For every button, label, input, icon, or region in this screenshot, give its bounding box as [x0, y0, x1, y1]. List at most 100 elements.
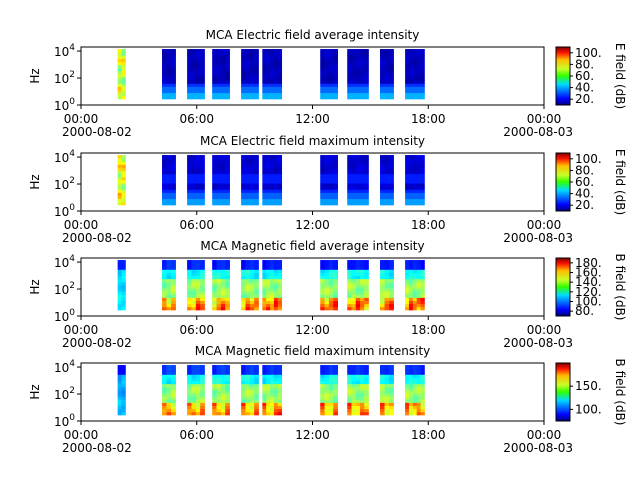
x-tick-label: 18:00 [411, 428, 446, 442]
x-tick-label: 06:00 [179, 218, 214, 232]
colorbar-tick-label: 180. [575, 256, 602, 270]
spectrogram-segment [187, 260, 205, 311]
y-tick-label: 102 [54, 281, 75, 297]
y-tick-label: 102 [54, 386, 75, 402]
x-date-label: 2000-08-03 [503, 125, 573, 139]
spectrogram-segment [380, 365, 394, 416]
chart-title: MCA Magnetic field maximum intensity [195, 344, 431, 358]
x-tick-label: 00:00 [527, 218, 562, 232]
spectrogram-segment [320, 49, 338, 100]
y-tick-label: 100 [54, 413, 75, 429]
spectrogram-segment [117, 365, 126, 416]
x-tick-label: 12:00 [295, 218, 330, 232]
spectrogram-segment [117, 260, 126, 311]
spectrogram-segment [162, 260, 176, 311]
colorbar-tick-label: 60. [575, 69, 594, 83]
x-tick-label: 00:00 [527, 428, 562, 442]
x-tick-label: 18:00 [411, 323, 446, 337]
spectrogram-segment [405, 365, 425, 416]
spectrogram-segment [405, 155, 425, 206]
colorbar-tick-label: 100. [575, 295, 602, 309]
spectrogram-segment [117, 49, 126, 100]
colorbar-gradient [555, 362, 571, 422]
spectrogram-segment [162, 155, 176, 206]
spectrogram-segment [241, 260, 259, 311]
spectrogram-segment [162, 365, 176, 416]
x-tick-label: 00:00 [64, 323, 99, 337]
spectrogram-segment [241, 155, 259, 206]
y-tick-label: 100 [54, 308, 75, 324]
y-tick-label: 104 [54, 149, 75, 165]
colorbar-tick-label: 160. [575, 266, 602, 280]
x-tick-label: 12:00 [295, 112, 330, 126]
spectrogram-segment [380, 49, 394, 100]
x-tick-label: 00:00 [527, 112, 562, 126]
y-tick-label: 104 [54, 43, 75, 59]
colorbar-label: E field (dB) [613, 43, 627, 109]
chart-title: MCA Electric field maximum intensity [200, 134, 425, 148]
panel-3: MCA Magnetic field average intensity Hz 10… [28, 239, 627, 350]
spectrogram-segment [241, 49, 259, 100]
spectrogram-segment [187, 49, 205, 100]
colorbar-tick-label: 120. [575, 285, 602, 299]
colorbar-tick-label: 80. [575, 304, 594, 318]
axes-frame [80, 46, 545, 106]
y-axis-label: Hz [28, 174, 42, 189]
colorbar: 80.100.120.140.160.180. B field (dB) [555, 254, 627, 320]
spectrogram-segment [347, 260, 369, 311]
y-axis-label: Hz [28, 279, 42, 294]
colorbar-gradient [555, 152, 571, 212]
spectrogram-segment [212, 365, 230, 416]
spectrogram-segment [262, 260, 283, 311]
x-date-label: 2000-08-02 [62, 125, 132, 139]
x-date-label: 2000-08-02 [62, 441, 132, 455]
panel-2: MCA Electric field maximum intensity Hz 10… [28, 134, 627, 245]
colorbar-tick-label: 100. [575, 46, 602, 60]
spectrogram-segment [347, 155, 369, 206]
colorbar-tick-label: 80. [575, 163, 594, 177]
colorbar: 20.40.60.80.100. E field (dB) [555, 149, 627, 215]
colorbar-gradient [555, 257, 571, 317]
axes-frame [80, 257, 545, 317]
axes-frame [80, 362, 545, 422]
colorbar-tick-label: 140. [575, 275, 602, 289]
colorbar-tick-label: 20. [575, 92, 594, 106]
colorbar-tick-label: 60. [575, 175, 594, 189]
spectrogram-segment [320, 260, 338, 311]
spectrogram-segment [212, 260, 230, 311]
spectrogram-segment [117, 155, 126, 206]
spectrogram-segment [187, 155, 205, 206]
y-tick-label: 102 [54, 70, 75, 86]
x-tick-label: 18:00 [411, 218, 446, 232]
y-tick-label: 100 [54, 97, 75, 113]
spectrogram-segment [320, 155, 338, 206]
spectrogram-segment [212, 49, 230, 100]
x-date-label: 2000-08-03 [503, 441, 573, 455]
spectrogram-segment [162, 49, 176, 100]
x-tick-label: 00:00 [64, 428, 99, 442]
x-date-label: 2000-08-03 [503, 336, 573, 350]
spectrogram-segment [262, 365, 283, 416]
y-tick-label: 100 [54, 203, 75, 219]
axes-frame [80, 152, 545, 212]
colorbar-tick-label: 20. [575, 198, 594, 212]
spectrogram-segment [347, 49, 369, 100]
colorbar: 20.40.60.80.100. E field (dB) [555, 43, 627, 109]
panel-4: MCA Magnetic field maximum intensity Hz 10… [28, 344, 627, 455]
spectrogram-segment [405, 260, 425, 311]
x-tick-label: 12:00 [295, 428, 330, 442]
spectrogram-segment [262, 49, 283, 100]
y-tick-label: 102 [54, 176, 75, 192]
colorbar-tick-label: 100. [575, 402, 602, 416]
panel-1: MCA Electric field average intensity Hz 10… [28, 28, 627, 139]
y-axis-label: Hz [28, 68, 42, 83]
colorbar-gradient [555, 46, 571, 106]
spectrogram-segment [262, 155, 283, 206]
x-tick-label: 06:00 [179, 112, 214, 126]
chart-title: MCA Magnetic field average intensity [200, 239, 424, 253]
colorbar-tick-label: 40. [575, 81, 594, 95]
x-tick-label: 00:00 [64, 112, 99, 126]
y-axis-label: Hz [28, 384, 42, 399]
colorbar-tick-label: 100. [575, 152, 602, 166]
